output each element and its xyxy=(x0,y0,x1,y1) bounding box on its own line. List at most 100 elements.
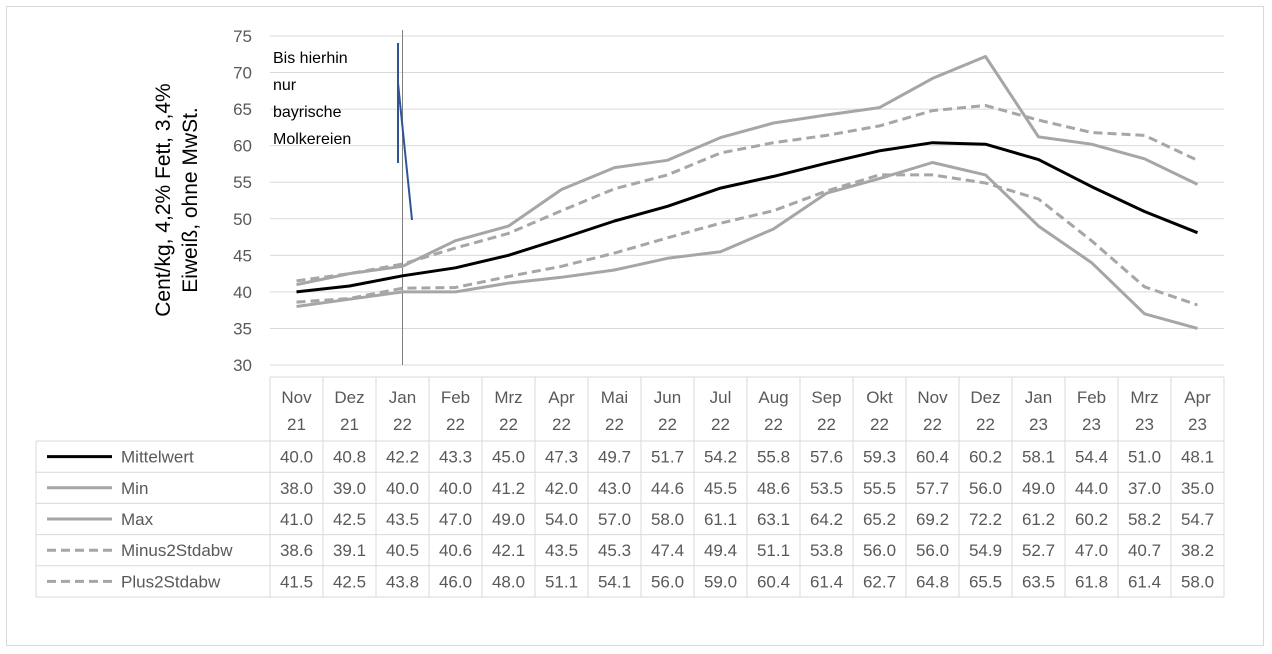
data-cell: 43.0 xyxy=(598,479,631,498)
y-axis-label-line-1: Cent/kg, 4,2% Fett, 3,4% xyxy=(152,83,175,316)
data-cell: 62.7 xyxy=(863,572,896,591)
category-label-year: 22 xyxy=(605,415,624,434)
data-cell: 54.7 xyxy=(1181,510,1214,529)
y-tick-label: 40 xyxy=(233,283,252,302)
data-cell: 56.0 xyxy=(651,572,684,591)
y-tick-label: 65 xyxy=(233,100,252,119)
annotation-arrow-tip xyxy=(397,82,413,221)
data-cell: 58.1 xyxy=(1022,448,1055,467)
data-cell: 38.2 xyxy=(1181,541,1214,560)
category-label-month: Apr xyxy=(548,388,575,407)
data-cell: 72.2 xyxy=(969,510,1002,529)
data-cell: 64.8 xyxy=(916,572,949,591)
data-cell: 51.0 xyxy=(1128,448,1161,467)
data-cell: 40.0 xyxy=(386,479,419,498)
data-cell: 56.0 xyxy=(969,479,1002,498)
data-cell: 47.3 xyxy=(545,448,578,467)
data-cell: 51.7 xyxy=(651,448,684,467)
data-cell: 59.3 xyxy=(863,448,896,467)
data-cell: 60.2 xyxy=(1075,510,1108,529)
data-cell: 57.6 xyxy=(810,448,843,467)
data-cell: 42.1 xyxy=(492,541,525,560)
data-cell: 49.4 xyxy=(704,541,737,560)
data-cell: 48.0 xyxy=(492,572,525,591)
category-label-month: Dez xyxy=(970,388,1000,407)
annotation-text-line: Bis hierhin xyxy=(273,50,348,67)
legend-label-minus2stdabw: Minus2Stdabw xyxy=(121,541,233,560)
data-cell: 39.1 xyxy=(333,541,366,560)
data-cell: 41.2 xyxy=(492,479,525,498)
category-label-year: 22 xyxy=(764,415,783,434)
data-cell: 63.5 xyxy=(1022,572,1055,591)
data-cell: 46.0 xyxy=(439,572,472,591)
category-label-month: Jan xyxy=(389,388,416,407)
data-cell: 40.7 xyxy=(1128,541,1161,560)
data-cell: 43.5 xyxy=(545,541,578,560)
data-cell: 43.5 xyxy=(386,510,419,529)
series-line-min xyxy=(296,161,1198,330)
category-label-year: 22 xyxy=(817,415,836,434)
category-label-year: 23 xyxy=(1082,415,1101,434)
data-cell: 44.0 xyxy=(1075,479,1108,498)
data-cell: 54.0 xyxy=(545,510,578,529)
annotation-text-line: bayrische xyxy=(273,104,342,121)
data-cell: 54.1 xyxy=(598,572,631,591)
y-tick-label: 45 xyxy=(233,246,252,265)
data-cell: 44.6 xyxy=(651,479,684,498)
legend-label-max: Max xyxy=(121,510,154,529)
data-cell: 61.4 xyxy=(1128,572,1161,591)
y-tick-label: 60 xyxy=(233,137,252,156)
data-cell: 47.4 xyxy=(651,541,684,560)
chart-frame xyxy=(6,6,1264,646)
data-cell: 40.0 xyxy=(439,479,472,498)
data-cell: 61.4 xyxy=(810,572,843,591)
data-cell: 39.0 xyxy=(333,479,366,498)
y-tick-label: 55 xyxy=(233,173,252,192)
data-cell: 40.0 xyxy=(280,448,313,467)
data-cell: 48.1 xyxy=(1181,448,1214,467)
data-cell: 61.8 xyxy=(1075,572,1108,591)
series-line-mittelwert xyxy=(296,141,1199,294)
series-line-max xyxy=(296,55,1199,287)
data-cell: 54.4 xyxy=(1075,448,1108,467)
category-label-month: Sep xyxy=(811,388,841,407)
y-tick-label: 70 xyxy=(233,64,252,83)
data-cell: 69.2 xyxy=(916,510,949,529)
data-cell: 65.2 xyxy=(863,510,896,529)
data-cell: 56.0 xyxy=(863,541,896,560)
category-label-month: Apr xyxy=(1184,388,1211,407)
data-cell: 53.5 xyxy=(810,479,843,498)
series-line-plus2stdabw xyxy=(296,104,1199,283)
legend-label-plus2stdabw: Plus2Stdabw xyxy=(121,572,221,591)
data-cell: 49.0 xyxy=(492,510,525,529)
data-cell: 35.0 xyxy=(1181,479,1214,498)
data-cell: 57.0 xyxy=(598,510,631,529)
category-label-month: Okt xyxy=(866,388,893,407)
data-cell: 51.1 xyxy=(757,541,790,560)
data-cell: 45.0 xyxy=(492,448,525,467)
data-cell: 41.5 xyxy=(280,572,313,591)
category-label-month: Mrz xyxy=(1130,388,1158,407)
legend-label-min: Min xyxy=(121,479,148,498)
data-cell: 45.5 xyxy=(704,479,737,498)
y-tick-label: 30 xyxy=(233,356,252,375)
category-label-year: 22 xyxy=(976,415,995,434)
data-cell: 64.2 xyxy=(810,510,843,529)
data-cell: 65.5 xyxy=(969,572,1002,591)
data-cell: 49.7 xyxy=(598,448,631,467)
category-label-month: Jun xyxy=(654,388,681,407)
y-axis-label-line-2: Eiweiß, ohne MwSt. xyxy=(179,107,202,293)
data-cell: 42.0 xyxy=(545,479,578,498)
data-cell: 42.2 xyxy=(386,448,419,467)
data-cell: 40.8 xyxy=(333,448,366,467)
data-cell: 52.7 xyxy=(1022,541,1055,560)
data-cell: 60.2 xyxy=(969,448,1002,467)
data-cell: 61.2 xyxy=(1022,510,1055,529)
category-label-year: 22 xyxy=(923,415,942,434)
data-cell: 56.0 xyxy=(916,541,949,560)
data-cell: 49.0 xyxy=(1022,479,1055,498)
data-cell: 47.0 xyxy=(1075,541,1108,560)
data-cell: 45.3 xyxy=(598,541,631,560)
category-label-year: 21 xyxy=(340,415,359,434)
